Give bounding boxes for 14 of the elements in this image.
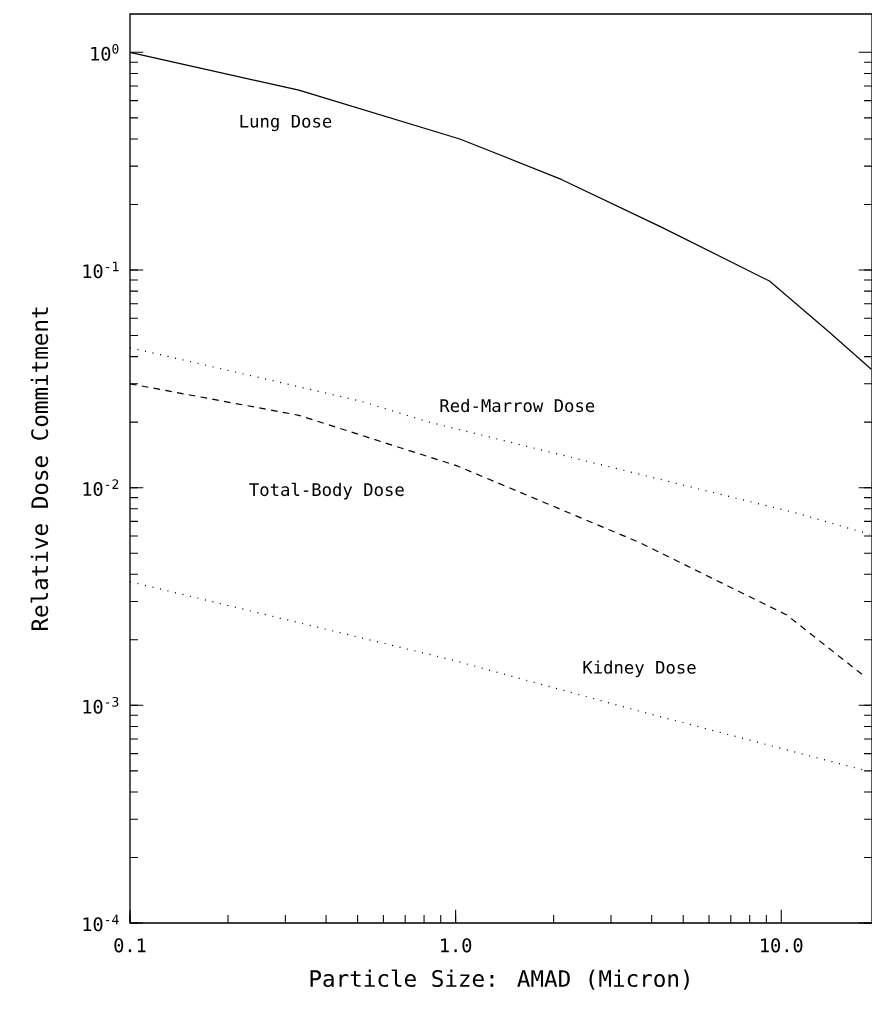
- series-label: Red-Marrow Dose: [440, 398, 595, 413]
- y-tick-label: 10$^{-3}$: [83, 696, 119, 714]
- y-axis-title: Relative Dose Commitment: [30, 307, 49, 631]
- x-tick-label: 0.1: [114, 938, 146, 953]
- y-tick-label: 10$^{-1}$: [83, 261, 119, 279]
- series-label: Kidney Dose: [583, 660, 696, 678]
- y-tick-label: 10$^{0}$: [91, 43, 119, 61]
- series-label: Total-Body Dose: [249, 482, 404, 500]
- x-axis-title: Particle Size: AMAD (Micron): [310, 969, 689, 990]
- x-tick-label: 10.0: [761, 938, 803, 953]
- series-label: Lung Dose: [240, 114, 332, 132]
- y-tick-label: 10$^{-4}$: [83, 914, 119, 932]
- x-tick-label: 1.0: [441, 938, 472, 953]
- y-tick-label: 10$^{-2}$: [83, 479, 119, 497]
